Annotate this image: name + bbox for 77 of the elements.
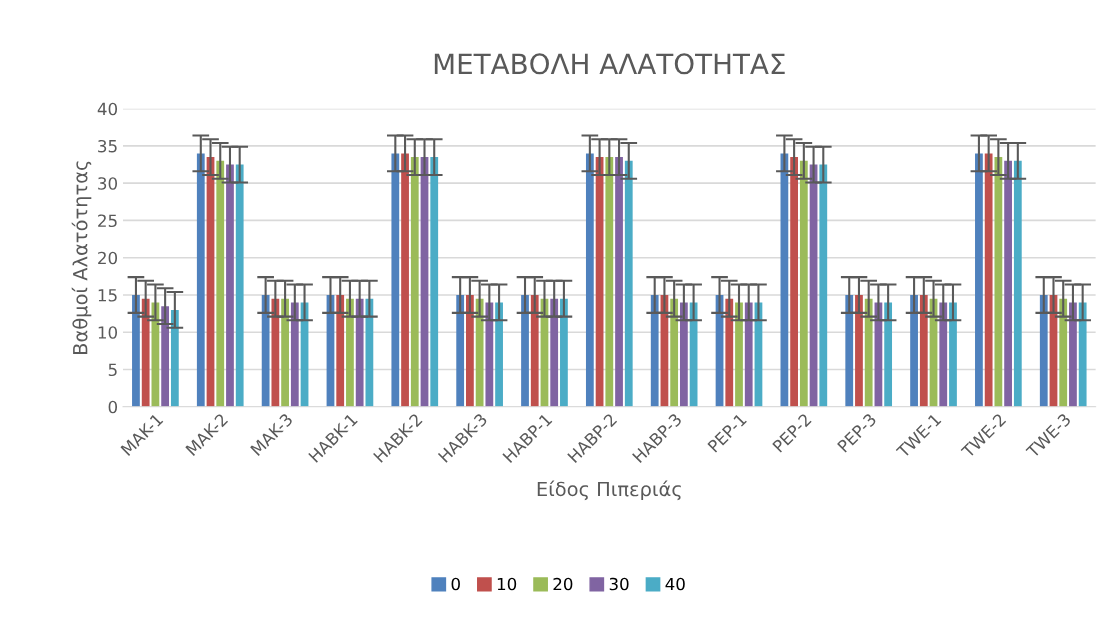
y-axis-title: Βαθμοί Αλατότητας	[71, 161, 92, 354]
bar	[1004, 160, 1012, 407]
bar	[281, 298, 289, 407]
bar	[132, 294, 140, 407]
bar	[679, 302, 688, 407]
bar	[290, 302, 299, 407]
bar	[1013, 160, 1022, 407]
bar	[1059, 298, 1068, 407]
bar	[819, 164, 828, 407]
legend-label: 10	[497, 577, 517, 591]
bar	[1069, 302, 1077, 407]
bar	[585, 153, 594, 407]
bar	[485, 302, 494, 407]
legend-label: 0	[451, 577, 460, 591]
bar	[226, 164, 234, 407]
bar	[530, 294, 539, 407]
bar	[141, 298, 150, 407]
bar	[560, 298, 568, 407]
bar	[994, 157, 1003, 407]
bar	[355, 298, 364, 407]
bar	[550, 298, 559, 407]
bar	[919, 294, 928, 407]
bar	[1039, 294, 1048, 407]
bar	[845, 294, 854, 407]
y-tick-label: 30	[98, 177, 118, 190]
bar	[430, 157, 439, 407]
bar	[735, 302, 743, 407]
bar	[864, 298, 873, 407]
bar	[855, 294, 863, 407]
bar	[650, 294, 659, 407]
bar	[495, 302, 503, 407]
bar	[410, 157, 419, 407]
bar	[975, 153, 983, 407]
chart-title: ΜΕΤΑΒΟΛΗ ΑΛΑΤΟΤΗΤΑΣ	[434, 53, 785, 75]
bar	[949, 302, 957, 407]
bar	[670, 298, 679, 407]
bar	[521, 294, 529, 407]
bar	[884, 302, 893, 407]
bar	[605, 157, 614, 407]
bar	[161, 306, 170, 407]
bar	[799, 160, 808, 407]
y-tick-label: 20	[98, 251, 118, 265]
bar	[939, 302, 948, 407]
bar	[196, 153, 205, 407]
bar	[336, 294, 345, 407]
bar	[910, 294, 918, 407]
bar	[1078, 302, 1087, 407]
bar	[391, 153, 400, 407]
legend-label: 20	[553, 577, 573, 591]
y-tick-label: 0	[108, 400, 118, 414]
bar	[216, 160, 225, 407]
y-tick-label: 25	[98, 214, 117, 228]
legend-label: 30	[609, 577, 629, 591]
bar	[744, 302, 753, 407]
y-tick-label: 35	[98, 139, 117, 153]
bar	[365, 298, 374, 407]
bar	[984, 153, 993, 407]
bar	[466, 294, 474, 407]
legend-label: 40	[665, 577, 685, 591]
bar	[170, 309, 179, 407]
bar	[456, 294, 465, 407]
bar	[780, 153, 789, 407]
x-axis-title: Είδος Πιπεριάς	[537, 480, 681, 501]
y-tick-label: 10	[98, 326, 118, 339]
bar	[790, 157, 799, 407]
bar	[401, 153, 409, 407]
y-tick-label: 15	[98, 289, 117, 302]
y-tick-label: 40	[97, 102, 118, 116]
bar	[261, 294, 270, 407]
bar	[475, 298, 484, 407]
bar	[725, 298, 734, 407]
bar	[346, 298, 354, 407]
bar	[615, 157, 623, 407]
bar	[235, 164, 244, 407]
y-tick-label: 5	[108, 363, 117, 377]
bar	[624, 160, 633, 407]
bar	[271, 298, 280, 407]
